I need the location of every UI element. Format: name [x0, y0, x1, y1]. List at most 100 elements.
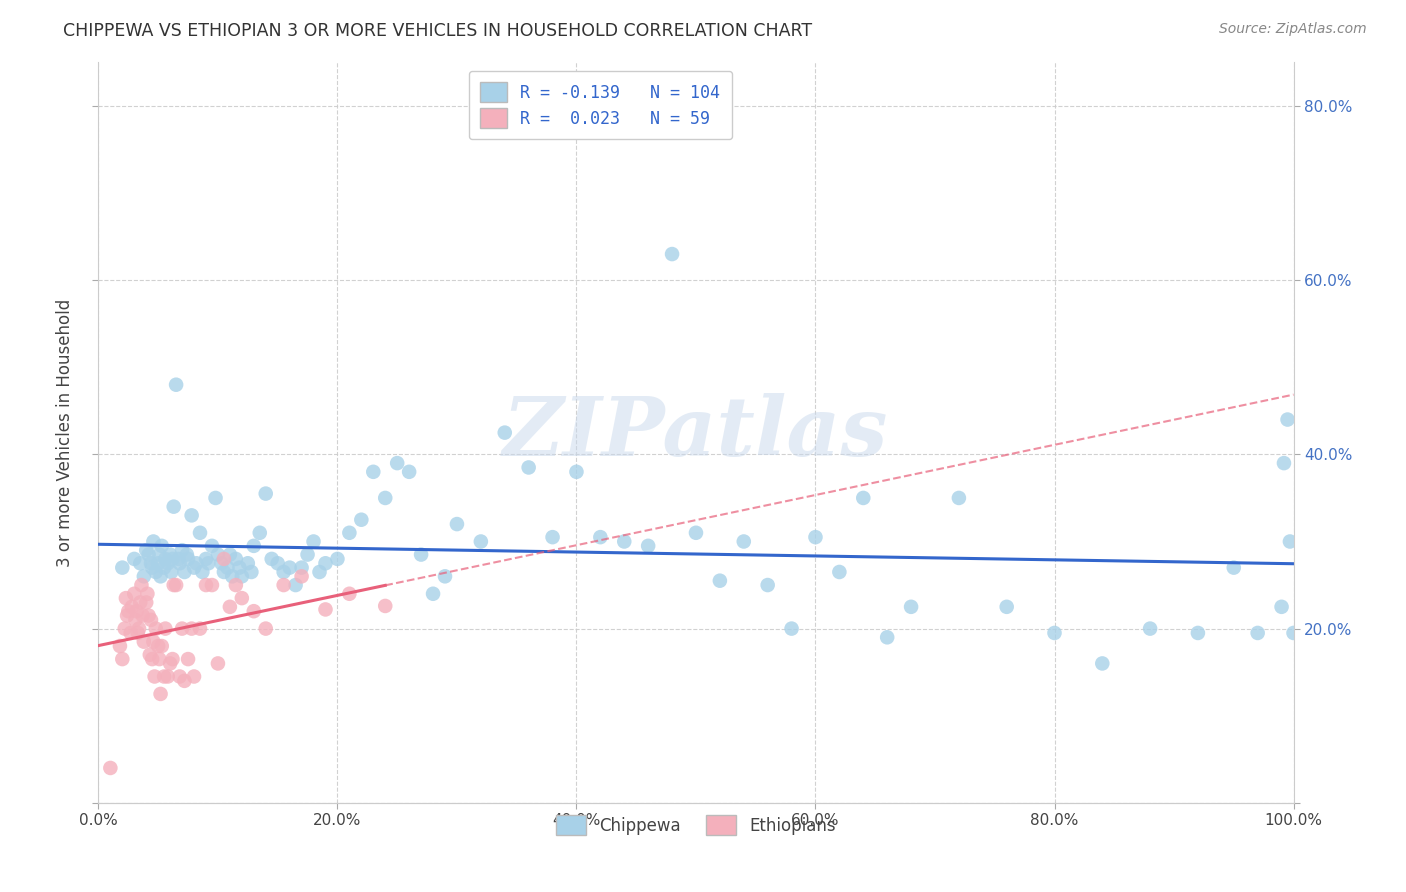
Point	[278, 560, 301, 574]
Point	[145, 622, 167, 636]
Point	[284, 578, 307, 592]
Point	[115, 608, 138, 623]
Point	[756, 578, 779, 592]
Point	[221, 569, 243, 583]
Point	[165, 578, 187, 592]
Point	[135, 543, 157, 558]
Point	[1271, 599, 1294, 614]
Point	[900, 599, 922, 614]
Point	[446, 517, 468, 532]
Point	[1247, 626, 1270, 640]
Point	[211, 556, 233, 570]
Point	[148, 639, 170, 653]
Point	[422, 587, 444, 601]
Point	[1278, 534, 1301, 549]
Point	[339, 587, 361, 601]
Point	[243, 604, 266, 618]
Point	[517, 460, 540, 475]
Point	[685, 525, 707, 540]
Point	[142, 634, 165, 648]
Point	[219, 548, 242, 562]
Point	[155, 622, 177, 636]
Point	[207, 548, 229, 562]
Legend: Chippewa, Ethiopians: Chippewa, Ethiopians	[544, 804, 848, 847]
Point	[191, 565, 214, 579]
Point	[565, 465, 588, 479]
Point	[217, 560, 239, 574]
Point	[162, 652, 184, 666]
Point	[188, 525, 211, 540]
Point	[709, 574, 731, 588]
Point	[149, 569, 172, 583]
Point	[254, 622, 277, 636]
Point	[315, 602, 337, 616]
Point	[98, 761, 122, 775]
Point	[231, 569, 253, 583]
Point	[156, 556, 179, 570]
Point	[129, 595, 152, 609]
Point	[180, 622, 202, 636]
Point	[169, 669, 191, 683]
Point	[231, 591, 253, 606]
Point	[141, 560, 163, 574]
Point	[176, 548, 198, 562]
Point	[411, 548, 433, 562]
Point	[240, 565, 263, 579]
Point	[186, 556, 208, 570]
Point	[267, 556, 290, 570]
Point	[207, 657, 229, 671]
Point	[219, 599, 242, 614]
Point	[201, 539, 224, 553]
Point	[225, 552, 247, 566]
Point	[804, 530, 827, 544]
Point	[120, 626, 142, 640]
Point	[398, 465, 420, 479]
Point	[111, 560, 134, 574]
Point	[212, 565, 235, 579]
Point	[141, 652, 163, 666]
Point	[139, 556, 162, 570]
Point	[350, 513, 373, 527]
Point	[374, 599, 396, 613]
Point	[172, 622, 194, 636]
Point	[149, 687, 172, 701]
Point	[124, 552, 146, 566]
Point	[131, 578, 153, 592]
Point	[121, 599, 143, 614]
Point	[434, 569, 457, 583]
Point	[339, 525, 361, 540]
Point	[159, 548, 181, 562]
Point	[139, 613, 162, 627]
Point	[153, 560, 176, 574]
Point	[1272, 456, 1295, 470]
Point	[201, 578, 224, 592]
Point	[948, 491, 970, 505]
Point	[780, 622, 803, 636]
Point	[995, 599, 1018, 614]
Point	[308, 565, 330, 579]
Point	[315, 556, 337, 570]
Point	[225, 578, 247, 592]
Point	[173, 565, 195, 579]
Point	[326, 552, 349, 566]
Point	[111, 652, 134, 666]
Point	[138, 608, 160, 623]
Point	[150, 539, 173, 553]
Point	[183, 560, 205, 574]
Point	[165, 377, 187, 392]
Point	[254, 486, 277, 500]
Point	[148, 652, 170, 666]
Point	[148, 548, 170, 562]
Point	[273, 578, 295, 592]
Point	[153, 669, 176, 683]
Point	[1187, 626, 1209, 640]
Point	[124, 613, 146, 627]
Point	[297, 548, 319, 562]
Point	[188, 622, 211, 636]
Point	[249, 525, 271, 540]
Point	[1043, 626, 1066, 640]
Point	[163, 500, 186, 514]
Point	[177, 552, 200, 566]
Point	[291, 569, 314, 583]
Y-axis label: 3 or more Vehicles in Household: 3 or more Vehicles in Household	[56, 299, 75, 566]
